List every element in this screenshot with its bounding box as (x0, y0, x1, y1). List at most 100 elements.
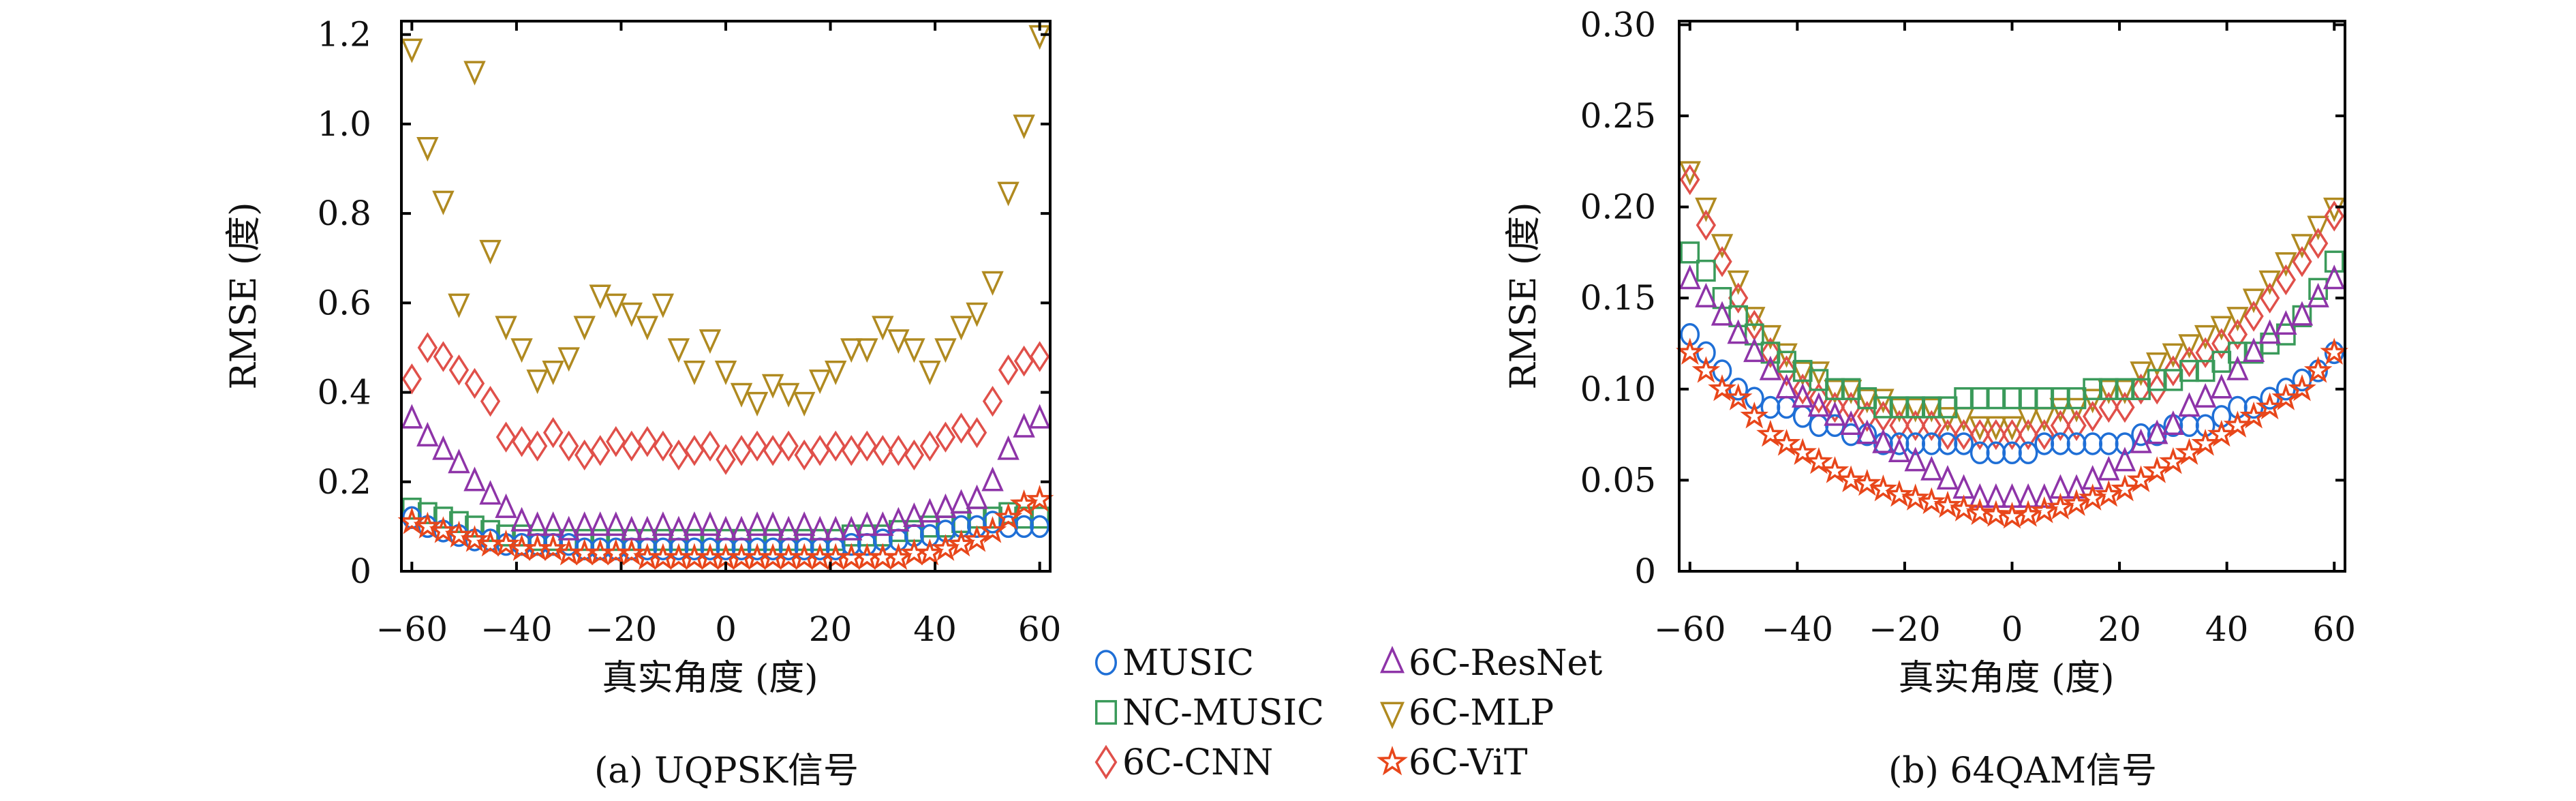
data-point (417, 332, 438, 363)
data-point (1728, 305, 1749, 328)
data-point (1969, 483, 1991, 508)
data-point (1986, 441, 2006, 465)
data-point (510, 507, 533, 532)
data-point (903, 338, 925, 363)
data-point (1744, 323, 1764, 346)
data-point (1680, 164, 1700, 196)
data-point (1723, 383, 1753, 410)
data-point (2260, 282, 2280, 314)
data-point (794, 537, 814, 560)
data-point (1824, 380, 1846, 405)
data-point (1792, 361, 1814, 387)
data-point (884, 543, 913, 571)
data-point (604, 511, 627, 536)
data-point (2113, 447, 2136, 472)
data-point (590, 528, 611, 551)
legend-item: 6C-CNN (1094, 742, 1273, 783)
data-point (872, 316, 894, 341)
data-point (840, 515, 863, 541)
data-point (1921, 432, 1942, 455)
data-point (479, 480, 502, 505)
data-point (463, 61, 486, 86)
data-point (2014, 500, 2042, 527)
data-point (1708, 374, 1736, 402)
data-point (2050, 410, 2071, 441)
x-tick-label: 20 (809, 609, 853, 649)
x-tick-label: 0 (715, 609, 737, 649)
data-point (401, 38, 423, 63)
data-point (1712, 287, 1732, 309)
data-point (841, 435, 861, 466)
y-tick-label: 0.20 (1580, 187, 1656, 227)
data-point (2049, 397, 2072, 423)
data-point (604, 293, 627, 318)
data-point (903, 502, 925, 528)
data-point (2288, 374, 2316, 402)
data-point (2018, 419, 2038, 451)
data-point (966, 484, 988, 509)
data-point (433, 341, 454, 372)
data-point (2324, 200, 2344, 232)
data-point (1676, 337, 1704, 365)
data-point (2065, 397, 2088, 423)
data-point (2290, 301, 2314, 326)
data-point (444, 520, 474, 548)
data-point (2065, 474, 2088, 499)
data-point (2255, 392, 2284, 420)
data-point (2046, 492, 2075, 520)
data-point (2146, 419, 2168, 444)
data-point (716, 444, 736, 475)
data-point (1997, 501, 2027, 529)
data-point (1013, 412, 1035, 438)
data-point (683, 511, 706, 536)
data-point (2194, 382, 2217, 408)
data-point (2130, 374, 2151, 405)
data-point (2226, 355, 2249, 380)
data-point (1759, 355, 1782, 380)
data-point (761, 511, 784, 536)
data-point (495, 316, 517, 341)
data-point (2194, 324, 2217, 350)
data-point (527, 430, 548, 462)
data-point (1728, 282, 1749, 314)
data-point (2098, 432, 2119, 455)
legend-label: 6C-MLP (1409, 693, 1554, 734)
data-point (2131, 423, 2151, 447)
data-point (1029, 341, 1050, 372)
data-point (981, 466, 1004, 492)
data-point (934, 493, 957, 518)
data-point (982, 385, 1003, 417)
data-point (2178, 392, 2201, 417)
data-point (1696, 209, 1717, 241)
data-point (2210, 374, 2233, 399)
data-point (2066, 410, 2087, 441)
data-point (1904, 397, 1927, 423)
data-point (448, 354, 470, 386)
data-point (981, 271, 1004, 296)
data-point (1028, 404, 1051, 429)
data-point (997, 435, 1019, 460)
data-point (931, 534, 960, 561)
data-point (1030, 507, 1049, 529)
data-point (2275, 252, 2297, 277)
data-point (1872, 389, 1895, 414)
data-point (1937, 419, 1958, 451)
data-point (2143, 456, 2171, 483)
data-point (1933, 490, 1962, 518)
data-point (2111, 474, 2139, 502)
data-point (1759, 324, 1782, 350)
data-point (2242, 288, 2265, 314)
data-point (747, 430, 767, 462)
data-point (2239, 402, 2268, 429)
data-point (951, 412, 972, 444)
series-6c-cnn (1680, 164, 2344, 451)
data-point (2094, 480, 2123, 507)
data-point (2307, 228, 2329, 259)
data-point (1775, 343, 1798, 368)
data-point (2163, 355, 2183, 387)
triangle-up-marker-icon (1379, 646, 1405, 674)
data-point (1030, 515, 1049, 539)
data-point (2002, 441, 2022, 465)
data-point (433, 507, 453, 529)
data-point (1982, 500, 2010, 527)
